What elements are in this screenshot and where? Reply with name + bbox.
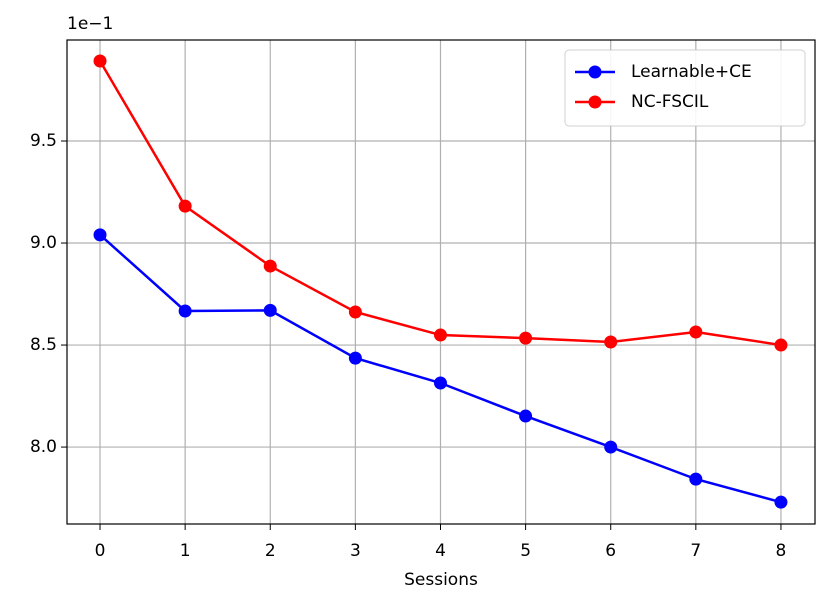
point	[689, 472, 703, 486]
y-tick-label: 9.0	[30, 233, 57, 253]
legend-marker	[588, 65, 602, 79]
y-tick-label: 8.5	[30, 335, 57, 355]
legend-marker	[588, 95, 602, 109]
point	[604, 335, 618, 349]
point	[519, 409, 533, 423]
x-tick-label: 1	[180, 541, 191, 561]
x-tick-label: 5	[520, 541, 531, 561]
point	[774, 495, 788, 509]
point	[178, 304, 192, 318]
point	[93, 54, 107, 68]
point	[263, 303, 277, 317]
point	[604, 440, 618, 454]
point	[263, 259, 277, 273]
x-tick-label: 0	[95, 541, 106, 561]
y-offset-label: 1e−1	[67, 14, 113, 34]
point	[774, 338, 788, 352]
point	[348, 351, 362, 365]
point	[519, 331, 533, 345]
point	[433, 376, 447, 390]
x-tick-label: 2	[265, 541, 276, 561]
x-tick-label: 6	[605, 541, 616, 561]
x-tick-label: 7	[690, 541, 701, 561]
legend: Learnable+CE NC-FSCIL	[564, 49, 806, 127]
x-axis-label: Sessions	[404, 570, 478, 590]
x-tick-label: 8	[776, 541, 787, 561]
point	[93, 228, 107, 242]
point	[689, 325, 703, 339]
point	[348, 305, 362, 319]
x-tick-label: 3	[350, 541, 361, 561]
legend-label: NC-FSCIL	[631, 92, 709, 112]
x-tick-label: 4	[435, 541, 446, 561]
plot-frame	[66, 39, 816, 525]
y-tick-label: 9.5	[30, 131, 57, 151]
point	[433, 328, 447, 342]
legend-label: Learnable+CE	[631, 62, 752, 82]
legend-box	[564, 49, 806, 127]
point	[178, 199, 192, 213]
y-tick-label: 8.0	[30, 437, 57, 457]
